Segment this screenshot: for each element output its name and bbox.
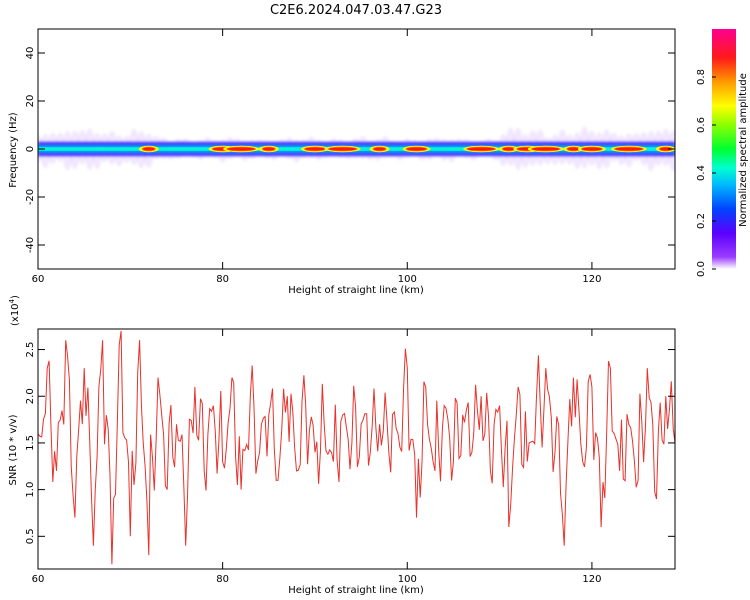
spectrogram-peak: [304, 147, 325, 151]
spectrogram-peak: [227, 147, 256, 151]
spectrogram-peak: [531, 147, 560, 151]
snr-series-line: [38, 330, 675, 565]
spectrogram-peak: [567, 147, 580, 151]
snr-y-axis-label: SNR (10 * v/v): [8, 414, 19, 485]
y-tick-label: 2.0: [25, 388, 36, 404]
spectrogram-peak: [373, 147, 386, 151]
spectrogram-x-ticks: 60 80 100 120: [32, 29, 601, 285]
y-tick-label: 0.5: [25, 528, 36, 544]
colorbar-tick-label: 0.8: [696, 69, 707, 85]
snr-frame: [37, 328, 676, 570]
spectrogram-peak: [142, 147, 155, 151]
y-tick-label: 20: [25, 95, 36, 108]
y-tick-label: 1.5: [25, 435, 36, 451]
spectrogram-heatmap: [38, 126, 675, 172]
spectrogram-peak: [262, 147, 275, 151]
colorbar-gradient: [712, 29, 736, 269]
snr-scale-label: (x104): [8, 295, 21, 326]
colorbar-tick-label: 0.0: [696, 261, 707, 277]
spectrogram-peak: [406, 147, 427, 151]
y-tick-label: -20: [25, 189, 36, 205]
spectrogram-y-axis-label: Frequency (Hz): [8, 112, 19, 188]
colorbar-label: Normalized spectral amplitude: [738, 73, 749, 227]
y-tick-label: 1.0: [25, 482, 36, 498]
spectrogram-peak: [659, 147, 672, 151]
colorbar-tick-label: 0.6: [696, 117, 707, 133]
x-tick-label: 100: [398, 574, 417, 585]
colorbar: 0.0 0.2 0.4 0.6 0.8 Normalized spectral ampl…: [696, 29, 749, 277]
figure-title: C2E6.2024.047.03.47.G23: [270, 3, 442, 18]
x-tick-label: 120: [582, 274, 601, 285]
spectrogram-y-ticks: -40 -20 0 20 40: [25, 47, 675, 253]
y-tick-label: 40: [25, 47, 36, 60]
x-tick-label: 100: [398, 274, 417, 285]
colorbar-tick-label: 0.2: [696, 213, 707, 229]
y-tick-label: -40: [25, 237, 36, 253]
x-tick-label: 120: [582, 574, 601, 585]
spectrogram-panel: 60 80 100 120 -40 -20 0 20 40 Height of straigh…: [8, 28, 676, 296]
spectrogram-x-axis-label: Height of straight line (km): [288, 285, 424, 296]
colorbar-ticks: 0.0 0.2 0.4 0.6 0.8: [696, 69, 716, 277]
snr-y-ticks: 0.5 1.0 1.5 2.0 2.5: [25, 342, 675, 544]
x-tick-label: 60: [32, 274, 45, 285]
spectrogram-peak: [467, 147, 496, 151]
x-tick-label: 80: [216, 574, 229, 585]
spectrogram-peak: [502, 147, 515, 151]
snr-panel: 60 80 100 120 0.5 1.0 1.5 2.0 2.5 Height of str…: [8, 295, 676, 596]
spectrogram-peak: [581, 147, 602, 151]
x-tick-label: 60: [32, 574, 45, 585]
spectrogram-peak: [614, 147, 643, 151]
y-tick-label: 2.5: [25, 342, 36, 358]
snr-x-ticks: 60 80 100 120: [32, 329, 601, 585]
y-tick-label: 0: [25, 146, 36, 152]
colorbar-tick-label: 0.4: [696, 165, 707, 181]
spectrogram-peak: [328, 147, 357, 151]
x-tick-label: 80: [216, 274, 229, 285]
snr-x-axis-label: Height of straight line (km): [288, 585, 424, 596]
